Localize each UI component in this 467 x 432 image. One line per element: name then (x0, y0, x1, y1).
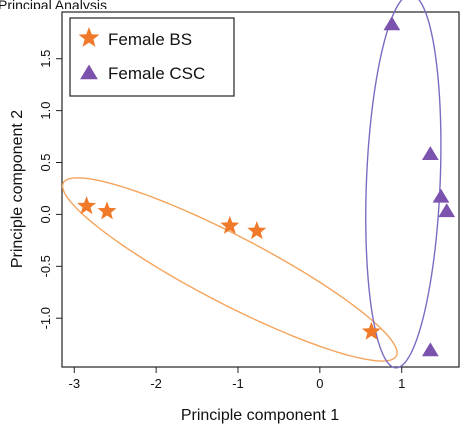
x-tick-label: 1 (398, 376, 405, 391)
y-tick-label: -1.0 (38, 307, 53, 329)
clipped-header-text: Principal Analysis (0, 0, 107, 13)
star-point-0-1 (97, 201, 117, 220)
x-axis: -3 -2 -1 0 1 (68, 367, 405, 391)
legend-label-female-csc: Female CSC (108, 64, 205, 83)
legend-label-female-bs: Female BS (108, 30, 192, 49)
triangle-point-1-1 (421, 146, 439, 161)
triangle-point-1-0 (383, 16, 401, 31)
cluster-ellipse-0 (61, 177, 398, 362)
y-axis: -1.0 -0.5 0.0 0.5 1.0 1.5 (38, 50, 62, 329)
y-tick-label: 1.0 (38, 102, 53, 120)
x-tick-label: -2 (150, 376, 162, 391)
y-tick-label: -0.5 (38, 255, 53, 277)
star-point-0-3 (247, 221, 267, 240)
star-point-0-2 (220, 215, 240, 234)
legend-triangle-icon (80, 64, 98, 80)
ellipses-layer (61, 0, 442, 369)
x-tick-label: -3 (68, 376, 80, 391)
points-layer (77, 16, 456, 357)
y-tick-label: 1.5 (38, 50, 53, 68)
plot-frame (61, 11, 460, 368)
triangle-point-1-2 (432, 188, 450, 203)
star-point-0-4 (361, 321, 381, 340)
triangle-point-1-3 (438, 203, 456, 218)
y-tick-label: 0.0 (38, 205, 53, 223)
triangle-point-1-4 (421, 342, 439, 357)
y-axis-title: Principle component 2 (9, 110, 26, 268)
legend: Female BS Female CSC (69, 17, 235, 97)
cluster-ellipse-1 (365, 0, 442, 369)
legend-star-icon (78, 27, 100, 47)
x-axis-title: Principle component 1 (181, 407, 339, 424)
star-point-0-0 (77, 196, 97, 215)
y-tick-label: 0.5 (38, 153, 53, 171)
x-tick-label: -1 (232, 376, 244, 391)
x-tick-label: 0 (316, 376, 323, 391)
legend-box (69, 17, 235, 97)
